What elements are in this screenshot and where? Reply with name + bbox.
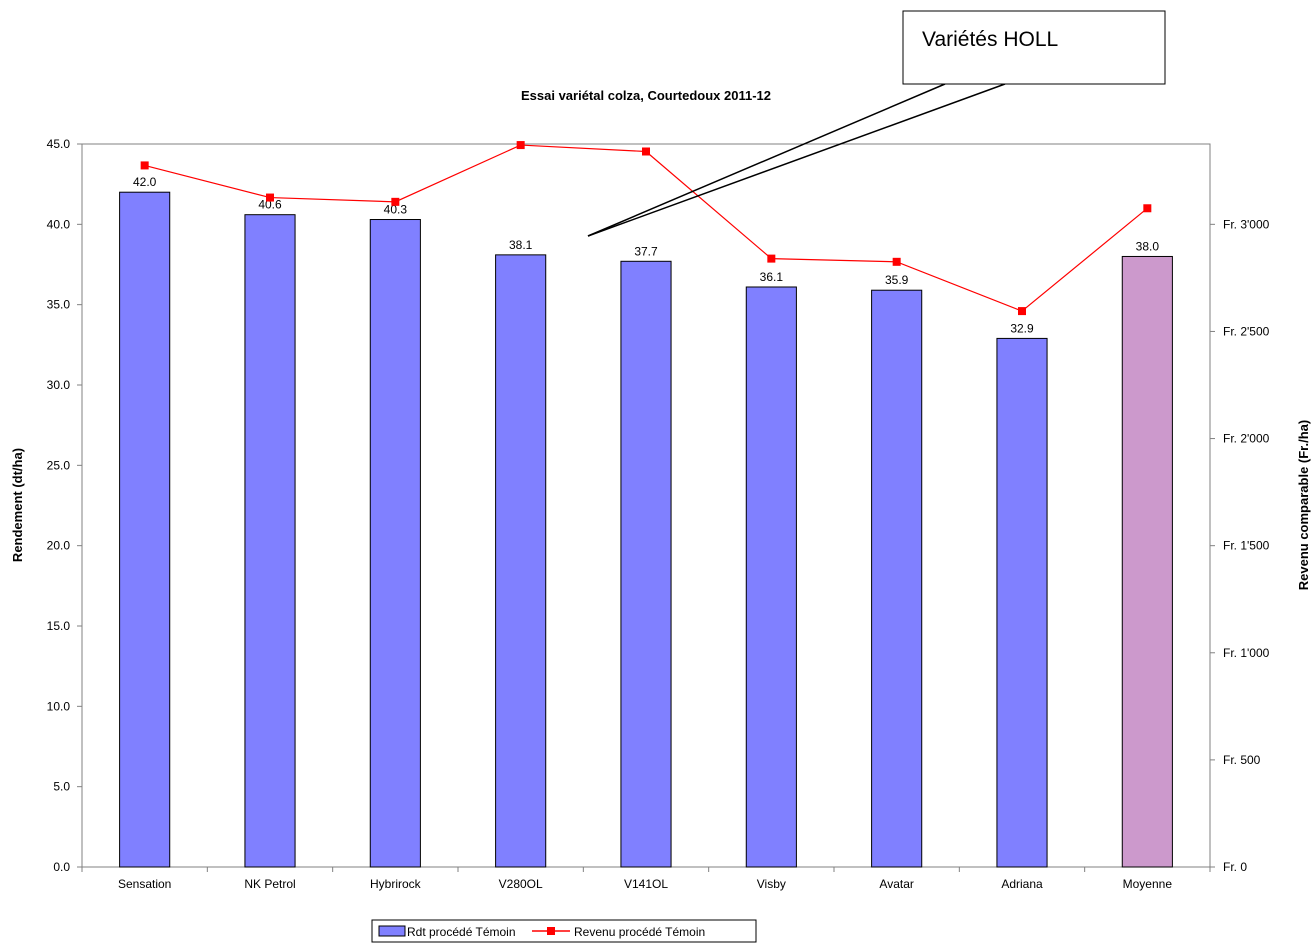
- x-tick-label: Moyenne: [1123, 877, 1173, 891]
- bar: [620, 260, 672, 868]
- x-tick-label: Hybrirock: [370, 877, 422, 891]
- y2-tick-label: Fr. 0: [1223, 860, 1247, 874]
- y-tick-label: 35.0: [47, 298, 71, 312]
- legend-line-marker: [547, 927, 555, 935]
- bar-series: [119, 191, 1173, 868]
- x-tick-label: Adriana: [1001, 877, 1043, 891]
- y-tick-label: 15.0: [47, 619, 71, 633]
- bar-data-label: 38.0: [1136, 239, 1160, 253]
- revenue-point: [1143, 204, 1152, 213]
- callout-pointer: [587, 83, 1006, 237]
- y2-axis-title: Revenu comparable (Fr./ha): [1296, 420, 1311, 591]
- revenue-point: [391, 197, 400, 206]
- bar: [495, 254, 547, 868]
- callout-box: [902, 10, 1166, 85]
- y-tick-label: 20.0: [47, 539, 71, 553]
- y-tick-label: 30.0: [47, 378, 71, 392]
- revenue-point: [892, 257, 901, 266]
- bar-data-labels: 42.0 40.6 40.3 38.1 37.7 36.1 35.9 32.9 38.0: [133, 175, 1159, 335]
- x-tick-label: V280OL: [499, 877, 543, 891]
- bar: [369, 219, 421, 868]
- y2-tick-label: Fr. 2'000: [1223, 432, 1270, 446]
- y2-tick-label: Fr. 2'500: [1223, 324, 1270, 338]
- bar-data-label: 37.7: [634, 244, 658, 258]
- callout-pointer: [587, 83, 946, 237]
- bar-data-label: 40.3: [384, 203, 408, 217]
- bar: [996, 337, 1048, 868]
- revenue-point: [266, 193, 274, 202]
- bar-data-label: 40.6: [258, 198, 282, 212]
- bar-data-label: 32.9: [1010, 321, 1034, 335]
- y-tick-label: 0.0: [53, 860, 70, 874]
- x-tick-label: Sensation: [118, 877, 171, 891]
- x-tick-label: V141OL: [624, 877, 668, 891]
- bar-data-label: 35.9: [885, 273, 909, 287]
- bar: [1121, 255, 1173, 868]
- revenue-point: [1018, 307, 1026, 316]
- y-tick-label: 40.0: [47, 217, 71, 231]
- x-tick-label: Avatar: [879, 877, 913, 891]
- y-axis-title: Rendement (dt/ha): [10, 448, 25, 562]
- legend-label-line: Revenu procédé Témoin: [574, 925, 705, 939]
- bar-data-label: 38.1: [509, 238, 533, 252]
- y-tick-label: 25.0: [47, 458, 71, 472]
- bar-data-label: 36.1: [760, 270, 784, 284]
- chart-title: Essai variétal colza, Courtedoux 2011-12: [521, 88, 771, 103]
- bar: [119, 191, 171, 868]
- y2-axis: Fr. 0 Fr. 500 Fr. 1'000 Fr. 1'500 Fr. 2'000 F…: [1210, 217, 1270, 874]
- x-tick-label: Visby: [757, 877, 786, 891]
- callout-text: Variétés HOLL: [922, 28, 1058, 51]
- revenue-point: [642, 147, 650, 156]
- bar: [244, 214, 296, 868]
- callout-annotation: Variétés HOLL: [587, 10, 1166, 237]
- y2-tick-label: Fr. 1'500: [1223, 539, 1270, 553]
- bar: [871, 289, 923, 868]
- y-tick-label: 45.0: [47, 137, 71, 151]
- y-tick-label: 10.0: [47, 699, 71, 713]
- y-axis: 0.0 5.0 10.0 15.0 20.0 25.0 30.0 35.0 40.0 45.0: [47, 137, 82, 874]
- y-tick-label: 5.0: [53, 780, 70, 794]
- revenue-point: [516, 141, 525, 150]
- y2-tick-label: Fr. 3'000: [1223, 217, 1270, 231]
- y2-tick-label: Fr. 1'000: [1223, 646, 1270, 660]
- revenue-point: [767, 254, 776, 263]
- legend: Rdt procédé Témoin Revenu procédé Témoin: [371, 919, 757, 943]
- legend-bar-swatch: [378, 925, 406, 937]
- y2-tick-label: Fr. 500: [1223, 753, 1261, 767]
- x-axis: Sensation NK Petrol Hybrirock V280OL V141OL V…: [81, 867, 1211, 891]
- legend-label-bar: Rdt procédé Témoin: [407, 925, 516, 939]
- bar-data-label: 42.0: [133, 175, 157, 189]
- x-tick-label: NK Petrol: [244, 877, 295, 891]
- bar: [745, 286, 797, 868]
- revenue-point: [140, 161, 149, 170]
- line-series: [140, 141, 1152, 316]
